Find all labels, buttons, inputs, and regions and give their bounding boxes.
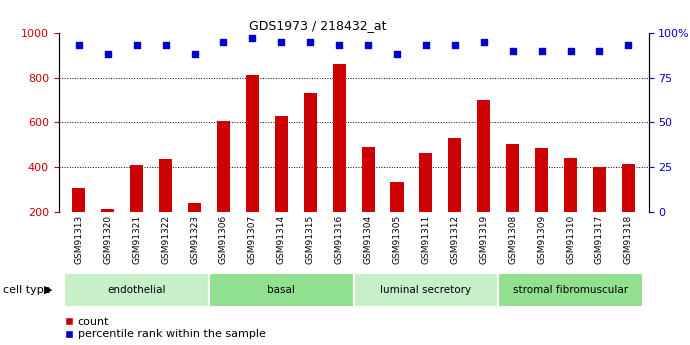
Bar [622,164,635,212]
Bar [188,203,201,212]
Text: GSM91317: GSM91317 [595,215,604,265]
Point [276,39,287,45]
Text: GSM91319: GSM91319 [480,215,489,265]
Text: GSM91304: GSM91304 [364,215,373,264]
Point [536,48,547,53]
Text: GSM91323: GSM91323 [190,215,199,264]
Bar [535,148,548,212]
Text: GSM91308: GSM91308 [508,215,518,265]
Point [305,39,316,45]
Point [218,39,229,45]
Bar [304,93,317,212]
Text: ▶: ▶ [43,285,52,295]
Bar [391,182,404,212]
Point [507,48,518,53]
Bar [101,209,115,212]
Text: stromal fibromuscular: stromal fibromuscular [513,285,628,295]
Point [478,39,489,45]
Point [102,51,113,57]
Bar [209,273,353,307]
Text: GSM91315: GSM91315 [306,215,315,265]
Point [449,42,460,48]
Bar [72,188,86,212]
Point [623,42,634,48]
Text: cell type: cell type [3,285,51,295]
Text: GSM91316: GSM91316 [335,215,344,265]
Text: GSM91306: GSM91306 [219,215,228,265]
Text: GSM91305: GSM91305 [393,215,402,265]
Bar [593,167,606,212]
Bar [477,100,491,212]
Bar [333,64,346,212]
Point [362,42,373,48]
Text: GSM91322: GSM91322 [161,215,170,264]
Point [73,42,84,48]
Text: GSM91309: GSM91309 [537,215,546,265]
Bar [498,273,643,307]
Bar [353,273,498,307]
Text: GSM91312: GSM91312 [451,215,460,264]
Text: GSM91314: GSM91314 [277,215,286,264]
Point [247,36,258,41]
Point [160,42,171,48]
Text: basal: basal [268,285,295,295]
Legend: count, percentile rank within the sample: count, percentile rank within the sample [64,317,266,339]
Point [189,51,200,57]
Text: endothelial: endothelial [108,285,166,295]
Bar [159,159,172,212]
Bar [64,273,209,307]
Point [565,48,576,53]
Text: luminal secretory: luminal secretory [380,285,471,295]
Point [391,51,402,57]
Point [420,42,431,48]
Text: GSM91311: GSM91311 [422,215,431,265]
Text: GSM91307: GSM91307 [248,215,257,265]
Bar [564,158,577,212]
Text: GSM91313: GSM91313 [75,215,83,265]
Text: GSM91310: GSM91310 [566,215,575,265]
Text: GSM91318: GSM91318 [624,215,633,265]
Point [131,42,142,48]
Bar [275,116,288,212]
Bar [448,138,462,212]
Title: GDS1973 / 218432_at: GDS1973 / 218432_at [250,19,387,32]
Text: GSM91321: GSM91321 [132,215,141,264]
Text: GSM91320: GSM91320 [104,215,112,264]
Bar [246,75,259,212]
Bar [420,153,433,212]
Bar [130,165,144,212]
Point [594,48,605,53]
Bar [217,121,230,212]
Bar [506,144,519,212]
Point [334,42,345,48]
Bar [362,147,375,212]
